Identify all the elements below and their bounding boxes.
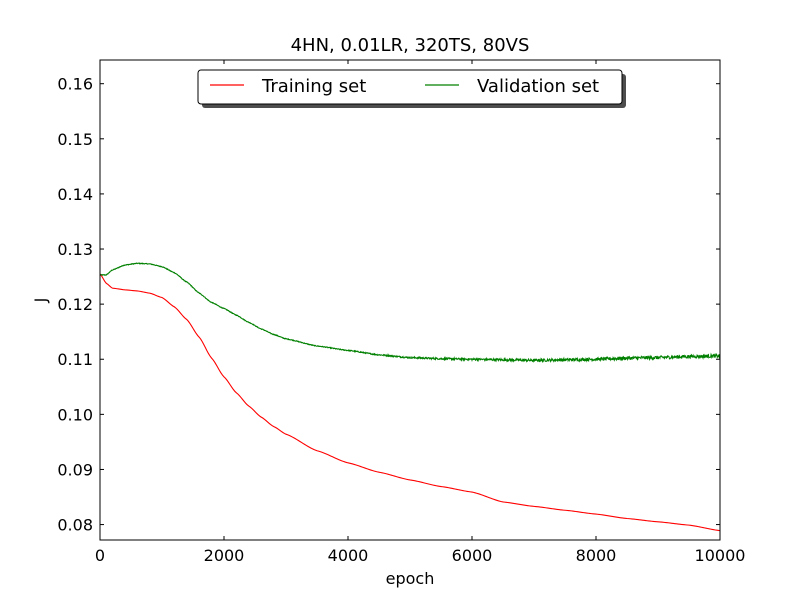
x-axis: 0 2000 4000 6000 8000 10000 [95,60,746,565]
legend-label-validation-set: Validation set [477,76,599,97]
y-tick-label: 0.09 [57,460,93,479]
legend: Training set Validation set [197,69,626,108]
legend-box [197,69,623,105]
y-tick-label: 0.15 [57,130,93,149]
y-tick-label: 0.12 [57,295,93,314]
x-tick-label: 8000 [576,546,617,565]
y-tick-label: 0.11 [57,350,93,369]
series-line-training-set [100,273,720,532]
plot-area [99,59,721,541]
x-tick-label: 10000 [695,546,746,565]
x-axis-label: epoch [386,569,435,588]
y-tick-label: 0.13 [57,240,93,259]
x-tick-label: 0 [95,546,105,565]
x-tick-label: 4000 [328,546,369,565]
x-tick-label: 2000 [204,546,245,565]
series-layer [100,262,720,532]
x-tick-label: 6000 [452,546,493,565]
y-axis: 0.08 0.09 0.10 0.11 0.12 0.13 0.14 0.15 0.16 [57,75,720,535]
plot-background [100,60,720,540]
y-tick-label: 0.16 [57,75,93,94]
chart-title: 4HN, 0.01LR, 320TS, 80VS [291,35,530,56]
legend-label-training-set: Training set [261,76,366,97]
y-tick-label: 0.08 [57,516,93,535]
y-tick-label: 0.14 [57,185,93,204]
y-tick-label: 0.10 [57,405,93,424]
plot-frame [99,59,721,541]
series-line-validation-set [100,262,720,364]
y-axis-label: J [31,298,50,304]
